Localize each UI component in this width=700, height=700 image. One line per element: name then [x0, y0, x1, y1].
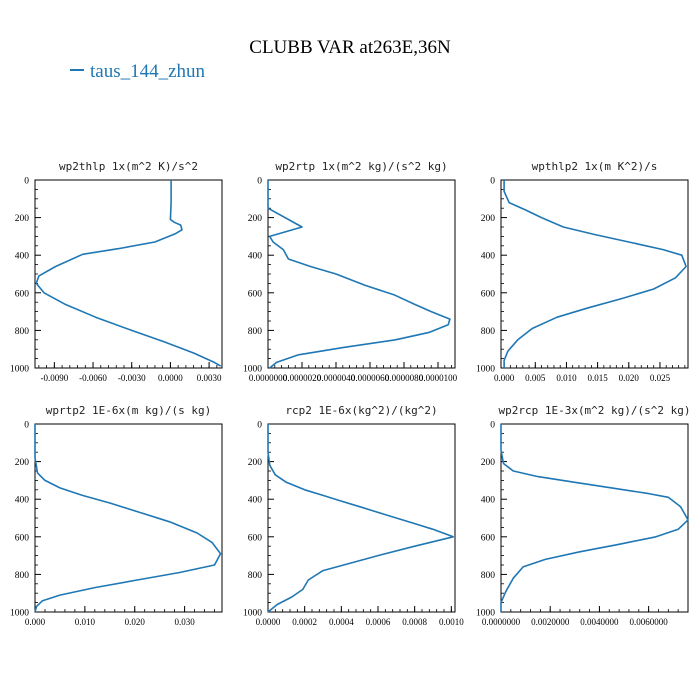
plot-frame [500, 179, 689, 369]
y-tick-label: 800 [481, 327, 496, 337]
x-tick-label: 0.0000 [256, 617, 281, 627]
y-tick-label: 800 [248, 327, 263, 337]
y-tick-label: 0 [257, 421, 262, 431]
y-tick-label: 800 [481, 571, 496, 581]
y-tick-label: 600 [15, 289, 30, 299]
y-tick-label: 400 [481, 496, 496, 506]
y-tick-label: 200 [15, 214, 30, 224]
y-tick-label: 600 [248, 289, 263, 299]
plot-frame [34, 179, 223, 369]
y-tick-label: 600 [248, 533, 263, 543]
x-tick-label: 0.030 [174, 617, 195, 627]
series-line [35, 180, 222, 367]
y-tick-label: 1000 [476, 609, 495, 619]
x-tick-label: 0.0040000 [580, 617, 619, 627]
panel-grid: wp2thlp 1x(m^2 K)/s^2 0 200 400 600 800 1000 -0… [10, 160, 691, 627]
y-tick-label: 0 [490, 177, 495, 187]
x-tick-label: 0.015 [587, 373, 608, 383]
x-tick-label: 0.0000000 [249, 373, 288, 383]
y-tick-label: 600 [481, 533, 496, 543]
y-tick-label: 800 [15, 327, 30, 337]
chart-panel-1: wp2thlp 1x(m^2 K)/s^2 0 200 400 600 800 1000 -0… [10, 160, 223, 383]
x-tick-label: -0.0060 [79, 373, 107, 383]
y-tick-label: 400 [248, 252, 263, 262]
x-tick-label: 0.000 [494, 373, 515, 383]
y-tick-label: 0 [490, 421, 495, 431]
x-tick-label: 0.0000020 [283, 373, 322, 383]
y-tick-label: 0 [24, 177, 29, 187]
series-line [503, 180, 687, 368]
y-tick-label: 400 [15, 252, 30, 262]
x-tick-label: 0.0008 [402, 617, 427, 627]
y-tick-label: 200 [248, 214, 263, 224]
plot-frame [267, 423, 456, 613]
series-line [267, 180, 451, 369]
x-tick-label: 0.0004 [329, 617, 354, 627]
chart-panel-3: wpthlp2 1x(m K^2)/s020040060080010000.00… [476, 160, 689, 383]
y-tick-label: 0 [24, 421, 29, 431]
panel-title: rcp2 1E-6x(kg^2)/(kg^2) [285, 404, 437, 417]
plot-frame [34, 423, 223, 613]
panel-title: wprtp2 1E-6x(m kg)/(s kg) [46, 404, 212, 417]
x-tick-label: 0.020 [125, 617, 146, 627]
x-tick-label: -0.0030 [118, 373, 146, 383]
x-tick-label: 0.025 [650, 373, 671, 383]
y-tick-label: 600 [481, 289, 496, 299]
figure-title: CLUBB VAR at263E,36N [249, 37, 451, 58]
legend-label: taus_144_zhun [90, 61, 206, 82]
chart-panel-6: wp2rcp 1E-3x(m^2 kg)/(s^2 kg)0 200 400 600 8… [476, 404, 691, 627]
panel-title: wp2thlp 1x(m^2 K)/s^2 [59, 160, 198, 173]
chart-panel-4: wprtp2 1E-6x(m kg)/(s kg) 0 200 400 600 800 10… [10, 404, 223, 627]
y-tick-label: 200 [15, 458, 30, 468]
y-tick-label: 200 [248, 458, 263, 468]
y-tick-label: 400 [481, 252, 496, 262]
y-tick-label: 1000 [243, 609, 262, 619]
x-tick-label: 0.020 [619, 373, 640, 383]
y-tick-label: 1000 [10, 609, 29, 619]
y-tick-label: 400 [248, 496, 263, 506]
series-line [500, 424, 689, 612]
y-tick-label: 800 [248, 571, 263, 581]
x-tick-label: 0.0006 [366, 617, 391, 627]
chart-panel-5: rcp2 1E-6x(kg^2)/(kg^2) 0 200 400 600 800 1000… [243, 404, 464, 627]
x-tick-label: 0.010 [75, 617, 96, 627]
y-tick-label: 0 [257, 177, 262, 187]
x-tick-label: 0.0000080 [385, 373, 424, 383]
y-tick-label: 1000 [476, 365, 495, 375]
y-tick-label: 200 [481, 214, 496, 224]
x-tick-label: -0.0090 [40, 373, 68, 383]
plot-frame [267, 179, 456, 369]
panel-title: wp2rtp 1x(m^2 kg)/(s^2 kg) [275, 160, 447, 173]
series-line [34, 424, 222, 613]
x-tick-label: 0.0020000 [531, 617, 570, 627]
x-tick-label: 0.010 [556, 373, 577, 383]
series-line [267, 424, 455, 613]
y-tick-label: 400 [15, 496, 30, 506]
panel-title: wpthlp2 1x(m K^2)/s [532, 160, 658, 173]
x-tick-label: 0.0000000 [482, 617, 521, 627]
x-tick-label: 0.000 [25, 617, 46, 627]
y-tick-label: 800 [15, 571, 30, 581]
y-tick-label: 200 [481, 458, 496, 468]
x-tick-label: 0.0010 [439, 617, 464, 627]
x-tick-label: 0.0000040 [317, 373, 356, 383]
legend: taus_144_zhun [70, 61, 206, 82]
x-tick-label: 0.0060000 [630, 617, 669, 627]
x-tick-label: 0.0000 [158, 373, 183, 383]
y-tick-label: 1000 [243, 365, 262, 375]
y-tick-label: 1000 [10, 365, 29, 375]
x-tick-label: 0.0000060 [351, 373, 390, 383]
x-tick-label: 0.0000100 [419, 373, 458, 383]
chart-panel-2: wp2rtp 1x(m^2 kg)/(s^2 kg) 0 200 400 600 800 1… [243, 160, 458, 383]
x-tick-label: 0.0002 [292, 617, 317, 627]
x-tick-label: 0.005 [525, 373, 546, 383]
y-tick-label: 600 [15, 533, 30, 543]
panel-title: wp2rcp 1E-3x(m^2 kg)/(s^2 kg) [498, 404, 690, 417]
plot-frame [500, 423, 689, 613]
x-tick-label: 0.0030 [197, 373, 222, 383]
